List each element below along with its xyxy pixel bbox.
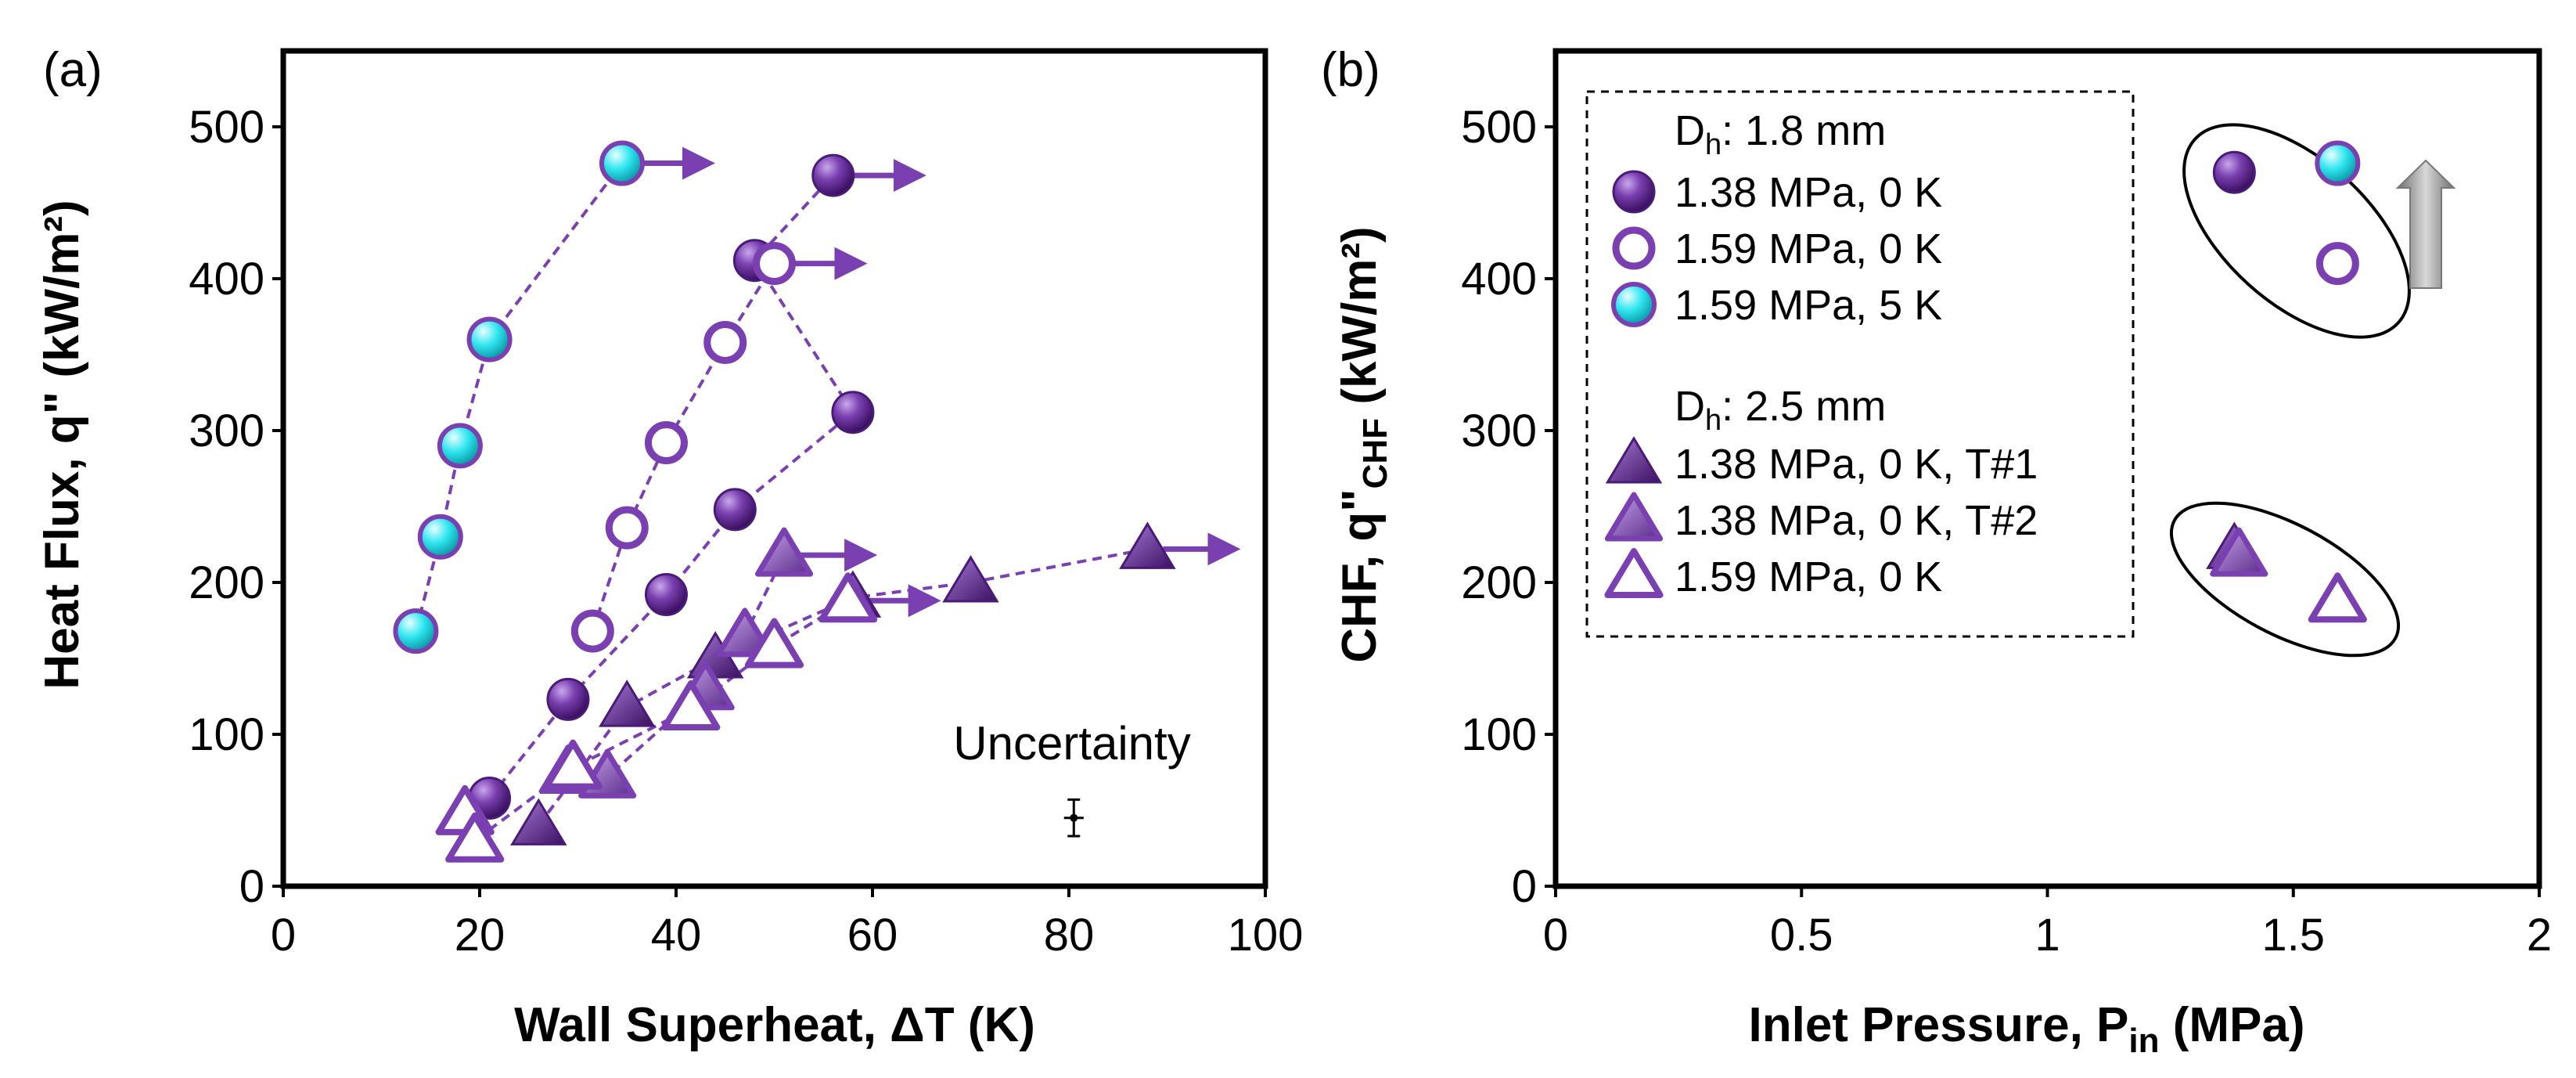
legend-label: 1.59 MPa, 0 K (1675, 553, 1942, 600)
data-point-4-5 (942, 555, 999, 603)
legend-box (1585, 90, 2135, 638)
panel-b-y-tick-label: 100 (1461, 709, 1537, 760)
data-point-1-2 (417, 514, 463, 560)
data-point-5-5 (754, 527, 814, 577)
legend-label: 1.38 MPa, 0 K (1675, 169, 1942, 216)
panel-b-x-tick-label: 1.5 (2261, 910, 2325, 961)
series-line-2 (487, 174, 855, 799)
group-ellipse-1.8mm (2182, 123, 2411, 339)
panel-b-y-axis-title: CHF, q"CHF (kW/m²) (1333, 226, 1394, 662)
panel-a-x-tick-label: 60 (847, 910, 898, 961)
panel-a-y-tick-label: 0 (239, 861, 264, 912)
data-point-6-6 (818, 572, 878, 623)
legend-marker-filled (1612, 170, 1656, 214)
panel-a-markers (393, 140, 1176, 863)
chf-point-1 (2212, 150, 2256, 194)
data-point-1-3 (437, 423, 483, 469)
panel-b-markers (2169, 123, 2411, 658)
legend-group1-title: Dh: 1.8 mm (1675, 107, 1886, 161)
data-point-3-5 (753, 242, 796, 286)
legend-label: 1.59 MPa, 0 K (1675, 225, 1942, 272)
data-point-3-4 (703, 320, 747, 364)
legend-marker-cyan (1611, 282, 1657, 327)
data-point-4-6 (1119, 521, 1176, 569)
legend-marker-hollow (1612, 226, 1656, 270)
data-point-4-2 (599, 680, 656, 727)
panel-a-plot-frame (280, 48, 1268, 889)
panel-a-y-tick-label: 400 (189, 254, 264, 305)
panel-b-y-tick-label: 500 (1461, 102, 1537, 153)
data-point-1-4 (466, 316, 513, 362)
chf-point-2 (2315, 242, 2359, 286)
panel-b-y-tick-label: 300 (1461, 406, 1537, 456)
data-point-6-5 (744, 618, 804, 669)
data-point-6-3 (543, 739, 603, 790)
data-point-2-2 (546, 677, 590, 721)
panel-b-axes: 0 0.5 1 1.5 2 0 100 200 300 400 500 (1461, 48, 2552, 961)
panel-b-y-tick-label: 200 (1461, 557, 1537, 608)
increase-arrow-icon (2395, 159, 2456, 289)
panel-a: (a) 0 20 40 60 80 100 0 100 200 300 400 500 Wall Su… (35, 43, 1303, 1052)
panel-b-x-tick-label: 2 (2527, 910, 2552, 961)
panel-b: (b) 0 0.5 1 1.5 2 0 100 200 300 400 500 Inlet Pres… (1321, 43, 2552, 1060)
panel-a-x-tick-label: 0 (271, 910, 296, 961)
panel-a-y-tick-label: 100 (189, 709, 264, 760)
data-point-3-1 (570, 609, 614, 653)
panel-b-y-tick-label: 400 (1461, 254, 1537, 305)
data-point-3-3 (644, 421, 688, 465)
data-point-2-7 (811, 153, 855, 197)
panel-a-x-tick-label: 100 (1228, 910, 1304, 961)
panel-b-label: (b) (1321, 43, 1380, 97)
data-point-1-5 (599, 140, 645, 186)
series-line-5 (567, 554, 786, 779)
uncertainty-annotation: Uncertainty (953, 717, 1190, 770)
data-point-6-4 (661, 680, 721, 731)
legend-label: 1.59 MPa, 5 K (1675, 282, 1942, 329)
panel-b-x-tick-label: 1 (2035, 910, 2060, 961)
group-ellipse-2.5mm (2169, 501, 2401, 658)
legend-marker-tri-medium (1604, 492, 1664, 542)
panel-a-x-tick-label: 40 (651, 910, 702, 961)
panel-b-y-tick-label: 0 (1512, 861, 1537, 912)
data-point-4-1 (510, 798, 567, 845)
legend-group2-title: Dh: 2.5 mm (1675, 383, 1886, 437)
uncertainty-errorbar (1063, 798, 1084, 838)
chf-point-6 (2308, 572, 2367, 623)
panel-a-x-axis-title: Wall Superheat, ΔT (K) (514, 998, 1035, 1052)
panel-a-x-tick-label: 80 (1044, 910, 1095, 961)
series-line-6 (463, 599, 849, 844)
panel-a-y-tick-label: 500 (189, 102, 264, 153)
data-point-2-5 (831, 391, 875, 434)
legend-label: 1.38 MPa, 0 K, T#1 (1675, 441, 2038, 488)
legend-marker-tri-filled (1605, 436, 1663, 484)
data-point-1-1 (393, 608, 439, 654)
panel-a-x-tick-label: 20 (455, 910, 505, 961)
panel-b-x-axis-title: Inlet Pressure, Pin (MPa) (1749, 998, 2305, 1060)
data-point-3-2 (605, 506, 649, 550)
panel-a-y-tick-label: 300 (189, 406, 264, 456)
panel-a-axes: 0 20 40 60 80 100 0 100 200 300 400 500 (189, 48, 1304, 961)
panel-b-x-tick-label: 0.5 (1770, 910, 1833, 961)
data-point-2-4 (713, 488, 757, 532)
chf-point-5 (2210, 527, 2268, 577)
panel-a-label: (a) (43, 43, 103, 97)
chf-point-3 (2315, 140, 2361, 186)
series-line-1 (414, 162, 624, 632)
panel-b-x-tick-label: 0 (1543, 910, 1568, 961)
legend-marker-tri-hollow (1604, 548, 1664, 598)
data-point-2-3 (644, 573, 688, 617)
panel-a-y-tick-label: 200 (189, 557, 264, 608)
series-line-3 (591, 262, 776, 632)
data-point-6-2 (445, 812, 505, 863)
panel-a-y-axis-title: Heat Flux, q" (kW/m²) (35, 200, 89, 689)
legend: Dh: 1.8 mm Dh: 2.5 mm 1.38 MPa, 0 K 1.59 … (1585, 90, 2135, 638)
legend-label: 1.38 MPa, 0 K, T#2 (1675, 497, 2038, 544)
